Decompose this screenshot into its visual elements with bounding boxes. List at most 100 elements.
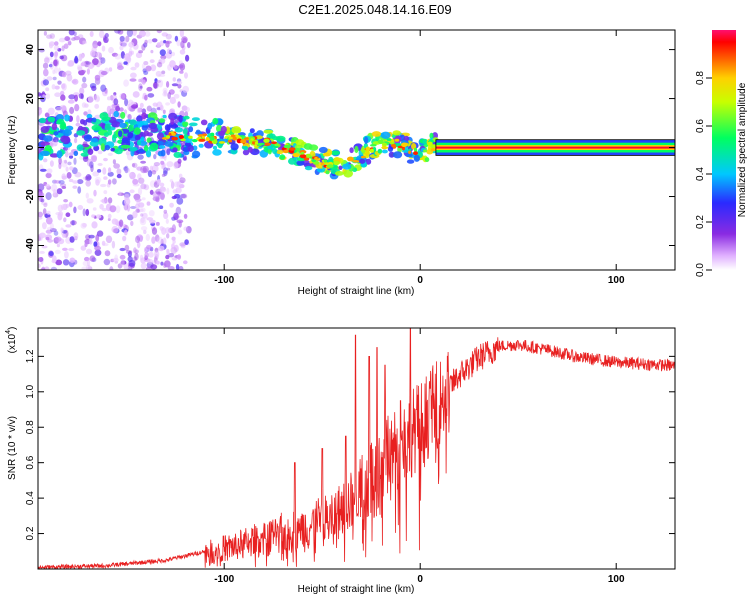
spectrogram-noise-point: [139, 102, 144, 108]
spectrogram-ridge-point: [381, 149, 388, 154]
spectrogram-core-point: [170, 131, 174, 134]
spectrogram-noise-point: [49, 51, 54, 58]
spectrogram-noise-point: [160, 187, 167, 193]
spectrogram-core-point: [271, 141, 277, 145]
spectrogram-noise-point: [49, 63, 53, 68]
spectrogram-ridge-point: [158, 145, 166, 149]
spectrogram-noise-point: [115, 205, 121, 214]
spectrogram-noise-point: [98, 30, 105, 38]
spectrogram-noise-point: [128, 41, 135, 48]
spectrogram-noise-point: [104, 33, 109, 38]
spectrogram-noise-point: [151, 170, 157, 175]
spectrogram-noise-point: [38, 211, 43, 218]
spectrogram-ridge-point: [296, 160, 305, 166]
spectrogram-noise-point: [154, 234, 160, 242]
spectrogram-noise-point: [96, 230, 104, 237]
spectrogram-noise-point: [61, 186, 67, 189]
spectrogram-noise-point: [141, 167, 148, 174]
spectrogram-noise-point: [53, 230, 59, 236]
spectrogram-noise-point: [127, 214, 134, 221]
spectrogram-noise-point: [123, 53, 130, 62]
spectrogram-noise-point: [170, 51, 176, 57]
spectrogram-ridge-point: [230, 143, 239, 151]
spectrogram-ridge-point: [424, 157, 430, 163]
spectrogram-noise-point: [163, 40, 167, 44]
spectrogram-noise-point: [127, 250, 132, 258]
spectrogram-noise-point: [187, 42, 191, 49]
spectrogram-noise-point: [45, 216, 53, 225]
spectrogram-ridge-point: [114, 148, 123, 155]
spectrogram-ridge-point: [359, 158, 366, 164]
spectrogram-ridge-point: [110, 147, 115, 152]
spectrogram-core-point: [333, 165, 338, 169]
spectrogram-noise-point: [163, 212, 169, 220]
spectrogram-noise-point: [103, 190, 108, 195]
spectrogram-ridge-point: [80, 119, 85, 125]
spectrogram-core-point: [202, 133, 208, 137]
spectrogram-noise-point: [49, 160, 54, 167]
spectrogram-ridge-point: [51, 123, 58, 131]
spectrogram-ridge-point: [145, 150, 152, 158]
spectrogram-noise-point: [123, 61, 128, 65]
spectrogram-noise-point: [38, 48, 45, 53]
spectrogram-noise-point: [133, 256, 137, 262]
spectrogram-noise-point: [132, 162, 138, 168]
spectrogram-core-point: [191, 139, 198, 143]
spectrogram-core-point: [365, 146, 370, 151]
spectrogram-ridge-point: [429, 132, 434, 139]
spectrogram-noise-point: [79, 54, 85, 59]
spectrogram-noise-point: [172, 189, 178, 194]
spectrogram-noise-point: [184, 106, 190, 112]
spectrogram-noise-point: [62, 233, 66, 238]
spectrogram-noise-point: [101, 45, 106, 52]
spectrogram-noise-point: [149, 219, 156, 224]
spectrogram-noise-point: [166, 187, 170, 195]
spectrogram-noise-point: [125, 35, 130, 43]
spectrogram-ridge-point: [195, 131, 203, 135]
spectrogram-noise-point: [127, 114, 132, 121]
spectrogram-noise-point: [179, 177, 186, 184]
spectrogram-noise-point: [49, 61, 54, 70]
spectrogram-ridge-point: [267, 149, 272, 155]
spectrogram-noise-point: [66, 172, 72, 179]
spectrogram-ridge-point: [140, 136, 145, 142]
spectrogram-noise-point: [80, 62, 86, 67]
spectrogram-ridge-point: [80, 152, 89, 157]
spectrogram-noise-point: [89, 238, 93, 245]
chart-title: C2E1.2025.048.14.16.E09: [298, 2, 451, 17]
spectrogram-noise-point: [131, 163, 136, 168]
spectrogram-ridge-point: [149, 142, 159, 151]
spectrogram-noise-point: [107, 96, 111, 101]
spectrogram-noise-point: [117, 65, 124, 71]
spectrogram-noise-point: [54, 65, 58, 74]
spectrogram-noise-point: [134, 252, 139, 261]
spectrogram-noise-point: [141, 207, 146, 213]
spectrogram-ridge-point: [365, 158, 372, 165]
snr-xlabel: Height of straight line (km): [298, 584, 415, 595]
spectrogram-noise-point: [65, 203, 69, 208]
spectrogram-noise-point: [67, 40, 72, 46]
spectrogram-noise-point: [42, 222, 47, 230]
spectrogram-ridge-point: [411, 143, 417, 150]
spectrogram-noise-point: [112, 159, 116, 165]
spectrogram-ylabel: Frequency (Hz): [7, 116, 18, 185]
spectrogram-ridge-point: [162, 114, 167, 119]
spectrogram-noise-point: [100, 199, 107, 203]
spectrogram-noise-point: [45, 183, 50, 188]
spectrogram-noise-point: [42, 208, 47, 216]
spectrogram-noise-point: [63, 199, 68, 203]
spectrogram-noise-point: [59, 55, 64, 60]
spectrogram-noise-point: [133, 247, 137, 254]
spectrogram-noise-point: [152, 81, 159, 89]
spectrogram-noise-point: [179, 70, 184, 74]
spectrogram-band-outline: [435, 139, 675, 156]
spectrogram-ridge-point: [392, 130, 401, 136]
spectrogram-ticks: -100 0 100 -40 -20 0 20 40: [25, 30, 675, 286]
snr-unit-label: (x104): [5, 327, 18, 354]
spectrogram-noise-point: [166, 249, 170, 254]
spectrogram-noise-point: [132, 91, 140, 98]
colorbar-ticks: 0.0 0.2 0.4 0.6 0.8: [695, 71, 712, 277]
spectrogram-noise-point: [74, 171, 82, 178]
spectrogram-noise-point: [166, 81, 170, 88]
